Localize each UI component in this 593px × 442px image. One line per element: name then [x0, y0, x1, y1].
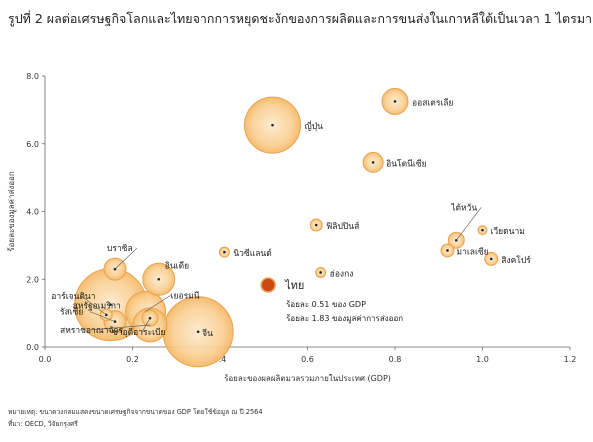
point-label: ญี่ปุ่น [305, 120, 324, 132]
highlight-note: ร้อยละ 1.83 ของมูลค่าการส่งออก [286, 314, 403, 324]
highlight-bubble [260, 277, 276, 293]
bubble-chart: 0.00.20.40.60.81.01.20.02.04.06.08.0ร้อย… [7, 72, 577, 383]
y-tick-label: 0.0 [26, 343, 39, 352]
point-label: ไต้หวัน [450, 202, 477, 213]
point-label: ฮ่องกง [330, 269, 354, 279]
point-label: สิงคโปร์ [501, 255, 531, 266]
point-label: อินเดีย [165, 260, 189, 271]
point-label: ฟิลิปปินส์ [326, 221, 360, 232]
x-tick-label: 0.0 [39, 355, 52, 364]
x-tick-label: 1.0 [476, 355, 489, 364]
point-label-leader [81, 295, 107, 316]
point-label: เวียดนาม [491, 226, 525, 237]
point-label: อาร์เจนตินา [51, 291, 95, 302]
point-label: ออสเตรเลีย [412, 97, 454, 108]
y-tick-label: 6.0 [26, 140, 39, 149]
bubble-center-dot [371, 161, 375, 164]
footnote-note: หมายเหตุ: ขนาดวงกลมแสดงขนาดเศรษฐกิจจากขน… [8, 408, 263, 416]
bubble-center-dot [489, 257, 493, 261]
point-label: มาเลเซีย [457, 246, 489, 257]
footnote-source: ที่มา: OECD, วิจัยกรุงศรี [8, 420, 78, 428]
bubble-center-dot [481, 228, 484, 232]
point-label: สหรัฐอเมริกา [73, 302, 121, 312]
highlight-label: ไทย [284, 279, 304, 292]
highlight-note: ร้อยละ 0.51 ของ GDP [286, 300, 366, 309]
point-label-leader [141, 318, 151, 333]
point-label-leader [145, 295, 171, 312]
point-label: รัสเซีย [60, 307, 83, 318]
point-label: เยอรมนี [171, 290, 200, 301]
bubble-center-dot [271, 123, 274, 127]
point-label: สหราชอาณาจักร [60, 326, 124, 336]
bubble-center-dot [196, 330, 200, 334]
point-label-leader [89, 311, 116, 322]
point-label-leader [114, 247, 138, 270]
y-tick-label: 4.0 [26, 208, 39, 217]
y-tick-label: 8.0 [26, 72, 39, 81]
x-tick-label: 0.2 [126, 355, 139, 364]
y-tick-label: 2.0 [26, 275, 39, 284]
x-tick-label: 0.6 [301, 355, 314, 364]
point-label: ซาอุดีอาระเบีย [112, 327, 165, 338]
point-label: อินโดนีเซีย [386, 158, 426, 169]
bubble-center-dot [314, 223, 318, 227]
chart-title: รูปที่ 2 ผลต่อเศรษฐกิจโลกและไทยจากการหยุ… [8, 11, 593, 26]
point-label-leader [89, 324, 151, 331]
point-label: นิวซีแลนด์ [233, 248, 271, 259]
point-label: บราซิล [107, 244, 133, 254]
bubble-center-dot [223, 250, 226, 254]
x-tick-label: 1.2 [564, 355, 577, 364]
bubble-center-dot [109, 303, 112, 306]
point-label-leader [456, 207, 482, 241]
bubble-center-dot [319, 271, 322, 274]
bubble-center-dot [157, 277, 161, 281]
bubble-center-dot [446, 249, 449, 252]
x-axis-title: ร้อยละของผลผลิตมวลรวมภายในประเทศ (GDP) [224, 374, 391, 383]
bubble-center-dot [393, 100, 397, 103]
x-tick-label: 0.8 [389, 355, 402, 364]
y-axis-title: ร้อยละของมูลค่าส่งออก [7, 171, 17, 252]
point-label: จีน [202, 328, 213, 339]
